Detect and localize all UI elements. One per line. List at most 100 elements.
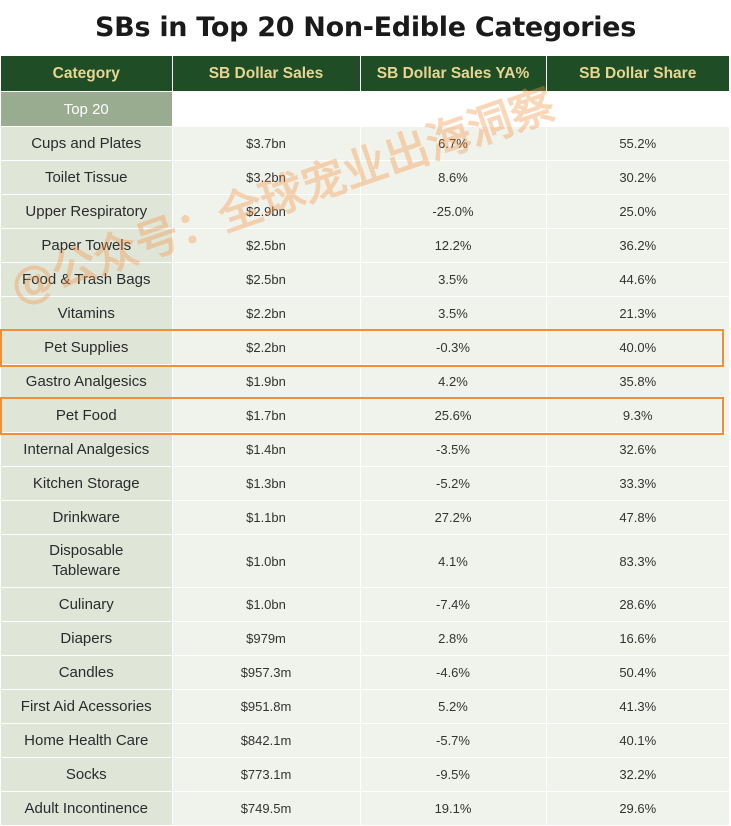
share-cell: 40.1% [546,723,729,758]
table-row: Home Health Care $842.1m -5.7% 40.1% [1,723,729,758]
sales-cell: $1.1bn [172,500,361,535]
sales-cell: $2.5bn [172,262,361,297]
category-cell: Kitchen Storage [1,466,173,501]
sales-cell: $2.5bn [172,228,361,263]
category-cell: Gastro Analgesics [1,364,173,399]
sales-cell: $1.0bn [172,587,361,622]
share-cell: 16.6% [546,621,729,656]
category-cell: First Aid Acessories [1,689,173,724]
category-cell: Paper Towels [1,228,173,263]
share-cell: 83.3% [546,534,729,588]
table-row: Pet Supplies $2.2bn -0.3% 40.0% [1,330,729,365]
share-cell: 55.2% [546,126,729,161]
ya-change-cell: 3.5% [360,262,547,297]
table-row: Candles $957.3m -4.6% 50.4% [1,655,729,690]
table-row: Disposable Tableware $1.0bn 4.1% 83.3% [1,534,729,588]
share-cell: 9.3% [546,398,729,433]
category-cell: Drinkware [1,500,173,535]
category-cell: Upper Respiratory [1,194,173,229]
ya-change-cell: -3.5% [360,432,547,467]
share-cell: 41.3% [546,689,729,724]
table-row: Kitchen Storage $1.3bn -5.2% 33.3% [1,466,729,501]
table-row: Cups and Plates $3.7bn 6.7% 55.2% [1,126,729,161]
table-row: Upper Respiratory $2.9bn -25.0% 25.0% [1,194,729,229]
sales-cell: $2.2bn [172,330,361,365]
category-cell: Cups and Plates [1,126,173,161]
table-row: Adult Incontinence $749.5m 19.1% 29.6% [1,791,729,826]
share-cell: 21.3% [546,296,729,331]
data-table: Category SB Dollar Sales SB Dollar Sales… [1,56,729,826]
share-cell: 36.2% [546,228,729,263]
category-cell: Pet Food [1,398,173,433]
share-cell: 32.6% [546,432,729,467]
ya-change-cell: -9.5% [360,757,547,792]
sales-cell: $773.1m [172,757,361,792]
share-cell: 28.6% [546,587,729,622]
category-cell: Adult Incontinence [1,791,173,826]
ya-change-cell: 4.1% [360,534,547,588]
ya-change-cell: -7.4% [360,587,547,622]
table-row: Food & Trash Bags $2.5bn 3.5% 44.6% [1,262,729,297]
table-row: Internal Analgesics $1.4bn -3.5% 32.6% [1,432,729,467]
ya-change-cell: 6.7% [360,126,547,161]
ya-change-cell: 5.2% [360,689,547,724]
column-header-sb-dollar-share: SB Dollar Share [546,56,729,92]
sales-cell: $842.1m [172,723,361,758]
ya-change-cell: -4.6% [360,655,547,690]
ya-change-cell: 12.2% [360,228,547,263]
table-header-row: Category SB Dollar Sales SB Dollar Sales… [1,56,729,92]
sales-cell: $2.2bn [172,296,361,331]
share-cell: 29.6% [546,791,729,826]
table-row: Vitamins $2.2bn 3.5% 21.3% [1,296,729,331]
category-cell: Home Health Care [1,723,173,758]
ya-change-cell: 3.5% [360,296,547,331]
sales-cell: $979m [172,621,361,656]
category-cell: Food & Trash Bags [1,262,173,297]
page-title: SBs in Top 20 Non-Edible Categories [95,12,636,43]
ya-change-cell: -0.3% [360,330,547,365]
share-cell: 35.8% [546,364,729,399]
category-cell: Pet Supplies [1,330,173,365]
ya-change-cell: 25.6% [360,398,547,433]
group-row: Top 20 [1,91,729,127]
column-header-sb-dollar-sales-ya: SB Dollar Sales YA% [360,56,547,92]
sales-cell: $3.2bn [172,160,361,195]
sales-cell: $749.5m [172,791,361,826]
table-row: Paper Towels $2.5bn 12.2% 36.2% [1,228,729,263]
share-cell: 33.3% [546,466,729,501]
category-cell: Culinary [1,587,173,622]
sales-cell: $3.7bn [172,126,361,161]
share-cell: 25.0% [546,194,729,229]
group-label: Top 20 [1,91,173,127]
category-cell: Toilet Tissue [1,160,173,195]
share-cell: 40.0% [546,330,729,365]
ya-change-cell: 19.1% [360,791,547,826]
share-cell: 50.4% [546,655,729,690]
ya-change-cell: -5.7% [360,723,547,758]
category-cell: Candles [1,655,173,690]
sales-cell: $1.7bn [172,398,361,433]
sales-cell: $1.3bn [172,466,361,501]
category-cell: Vitamins [1,296,173,331]
ya-change-cell: 4.2% [360,364,547,399]
sales-cell: $2.9bn [172,194,361,229]
sales-cell: $1.0bn [172,534,361,588]
column-header-category: Category [1,56,173,92]
ya-change-cell: 2.8% [360,621,547,656]
table-row: Socks $773.1m -9.5% 32.2% [1,757,729,792]
ya-change-cell: -5.2% [360,466,547,501]
table-row: Drinkware $1.1bn 27.2% 47.8% [1,500,729,535]
table-row: Toilet Tissue $3.2bn 8.6% 30.2% [1,160,729,195]
ya-change-cell: -25.0% [360,194,547,229]
ya-change-cell: 8.6% [360,160,547,195]
sales-cell: $951.8m [172,689,361,724]
column-header-sb-dollar-sales: SB Dollar Sales [172,56,361,92]
table-row: Gastro Analgesics $1.9bn 4.2% 35.8% [1,364,729,399]
category-cell: Socks [1,757,173,792]
category-cell: Diapers [1,621,173,656]
share-cell: 47.8% [546,500,729,535]
table-row: First Aid Acessories $951.8m 5.2% 41.3% [1,689,729,724]
sales-cell: $957.3m [172,655,361,690]
table-row: Pet Food $1.7bn 25.6% 9.3% [1,398,729,433]
sales-cell: $1.9bn [172,364,361,399]
